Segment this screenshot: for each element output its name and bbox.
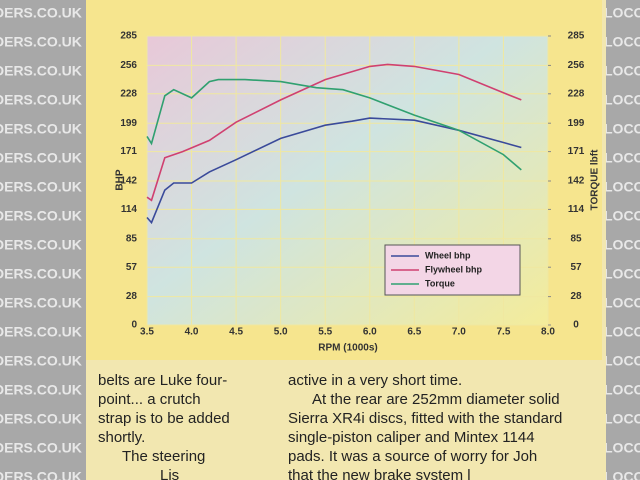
x-tick-label: 8.0: [541, 327, 555, 338]
y-tick-label: 171: [120, 146, 137, 157]
article-line: single-piston caliper and Mintex 1144: [288, 429, 535, 446]
x-tick-label: 7.5: [496, 327, 510, 338]
watermark: DERS.CO.UK LOCOST DERS.CO.UK LOCOST DERS.CO.…: [0, 5, 640, 480]
y2-tick-label: 0: [573, 320, 579, 331]
article-line: pads. It was a source of worry for Joh: [288, 448, 537, 465]
y-tick-label: 114: [121, 204, 138, 215]
watermark-text: LOCOST: [604, 411, 640, 427]
x-tick-label: 6.0: [363, 327, 377, 338]
article-line: shortly.: [98, 429, 145, 446]
x-tick-label: 5.5: [318, 327, 332, 338]
y2-tick-label: 171: [568, 146, 585, 157]
y2-tick-label: 228: [568, 88, 585, 99]
watermark-text: DERS.CO.UK: [0, 63, 82, 79]
y2-tick-label: 28: [570, 291, 582, 302]
watermark-text: LOCOST: [604, 324, 640, 340]
watermark-text: DERS.CO.UK: [0, 150, 82, 166]
watermark-text: LOCOST: [604, 469, 640, 480]
article-line: At the rear are 252mm diameter solid: [312, 391, 560, 408]
y2-tick-label: 199: [568, 118, 585, 129]
watermark-text: DERS.CO.UK: [0, 208, 82, 224]
watermark-text: DERS.CO.UK: [0, 266, 82, 282]
article-line: The steering: [122, 448, 205, 465]
watermark-text: DERS.CO.UK: [0, 237, 82, 253]
watermark-text: LOCOST: [604, 208, 640, 224]
watermark-text: DERS.CO.UK: [0, 295, 82, 311]
watermark-text: LOCOST: [604, 237, 640, 253]
x-tick-label: 7.0: [452, 327, 466, 338]
series-line: [146, 78, 522, 171]
article-line: point... a crutch: [98, 391, 201, 408]
watermark-text: LOCOST: [604, 34, 640, 50]
watermark-text: LOCOST: [604, 5, 640, 21]
watermark-text: DERS.CO.UK: [0, 179, 82, 195]
watermark-text: DERS.CO.UK: [0, 440, 82, 456]
article-line: that the new brake system l: [288, 467, 471, 480]
watermark-text: DERS.CO.UK: [0, 382, 82, 398]
y-tick-label: 28: [126, 291, 138, 302]
watermark-text: DERS.CO.UK: [0, 92, 82, 108]
x-tick-label: 4.5: [229, 327, 243, 338]
legend-label: Wheel bhp: [425, 250, 471, 260]
article: belts are Luke four-point... a crutch str…: [98, 372, 562, 480]
watermark-text: LOCOST: [604, 440, 640, 456]
x-tick-label: 5.0: [274, 327, 288, 338]
article-line: strap is to be added: [98, 410, 230, 427]
watermark-text: LOCOST: [604, 150, 640, 166]
legend: Wheel bhp Flywheel bhp Torque: [384, 244, 521, 296]
lines: [146, 63, 522, 225]
watermark-text: DERS.CO.UK: [0, 5, 82, 21]
grid: [146, 35, 549, 326]
legend-label: Flywheel bhp: [425, 264, 483, 274]
watermark-text: LOCOST: [604, 121, 640, 137]
y-tick-label: 57: [126, 262, 138, 273]
x-axis-label: RPM (1000s): [318, 343, 377, 354]
y-tick-label: 85: [126, 233, 138, 244]
y-tick-label: 256: [120, 60, 137, 71]
x-tick-label: 4.0: [185, 327, 199, 338]
y-axis-label: BHP: [115, 169, 126, 190]
legend-label: Torque: [425, 278, 455, 288]
watermark-text: DERS.CO.UK: [0, 34, 82, 50]
article-line: Lis: [160, 467, 179, 480]
series-line: [146, 63, 522, 202]
y2-tick-label: 285: [568, 31, 585, 42]
watermark-text: DERS.CO.UK: [0, 121, 82, 137]
watermark-text: LOCOST: [604, 353, 640, 369]
article-line: belts are Luke four-: [98, 372, 227, 389]
watermark-text: DERS.CO.UK: [0, 324, 82, 340]
series-line: [146, 117, 522, 225]
x-tick-label: 3.5: [140, 327, 154, 338]
watermark-text: DERS.CO.UK: [0, 469, 82, 480]
y2-tick-label: 256: [568, 60, 585, 71]
watermark-text: DERS.CO.UK: [0, 353, 82, 369]
y2-tick-label: 57: [570, 262, 582, 273]
y-tick-label: 0: [131, 320, 137, 331]
y-tick-label: 285: [120, 31, 137, 42]
watermark-text: LOCOST: [604, 382, 640, 398]
watermark-text: DERS.CO.UK: [0, 411, 82, 427]
watermark-text: LOCOST: [604, 266, 640, 282]
watermark-text: LOCOST: [604, 63, 640, 79]
y2-axis-label: TORQUE lbft: [590, 149, 601, 211]
x-tick-label: 6.5: [407, 327, 421, 338]
y2-tick-label: 114: [568, 204, 585, 215]
y2-tick-label: 142: [568, 176, 585, 187]
article-line: active in a very short time.: [288, 372, 462, 389]
article-line: Sierra XR4i discs, fitted with the stand…: [288, 410, 562, 427]
y-tick-label: 142: [120, 176, 137, 187]
y-tick-label: 199: [120, 118, 137, 129]
y2-tick-label: 85: [570, 233, 582, 244]
labels: 0 28 57 85 114 142 171 199 228 256 285 0 28 57 85 114 14…: [120, 31, 584, 338]
y-tick-label: 228: [120, 88, 137, 99]
watermark-text: LOCOST: [604, 92, 640, 108]
watermark-text: LOCOST: [604, 179, 640, 195]
watermark-text: LOCOST: [604, 295, 640, 311]
